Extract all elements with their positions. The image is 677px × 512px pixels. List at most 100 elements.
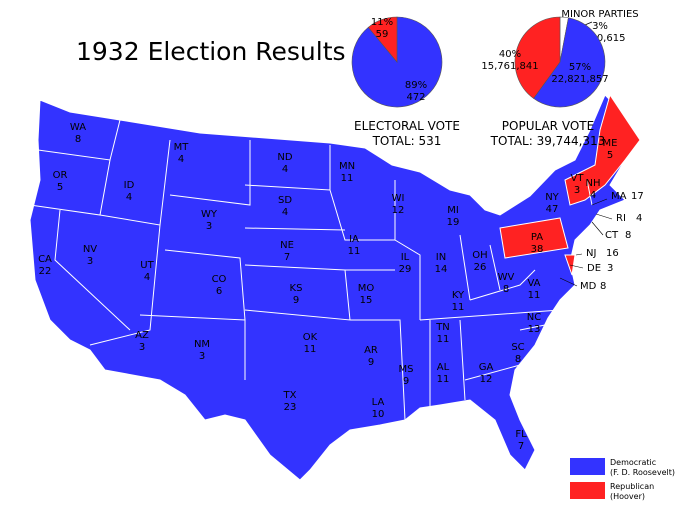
pie-caption: POPULAR VOTE bbox=[502, 119, 594, 133]
state-abbr: CT bbox=[605, 230, 619, 241]
title: 1932 Election Results bbox=[76, 37, 346, 66]
state-votes: 12 bbox=[392, 205, 405, 216]
state-abbr: NH bbox=[586, 178, 601, 189]
state-abbr: MN bbox=[339, 161, 355, 172]
state-votes: 11 bbox=[437, 334, 450, 345]
state-abbr: KY bbox=[452, 290, 465, 301]
legend-swatch bbox=[570, 458, 605, 475]
pie-slice bbox=[367, 16, 398, 63]
slice-share: 57% bbox=[569, 62, 591, 73]
slice-votes: 59 bbox=[376, 29, 389, 40]
state-abbr: TX bbox=[283, 390, 297, 401]
state-abbr: AZ bbox=[135, 330, 149, 341]
state-abbr: RI bbox=[616, 213, 626, 224]
slice-share: 40% bbox=[499, 49, 521, 60]
state-votes: 4 bbox=[282, 207, 288, 218]
state-votes: 3 bbox=[139, 342, 145, 353]
state-abbr: VA bbox=[527, 278, 540, 289]
state-votes: 11 bbox=[452, 302, 465, 313]
state-votes: 9 bbox=[293, 295, 299, 306]
state-abbr: MD bbox=[580, 281, 597, 292]
state-abbr: AR bbox=[364, 345, 378, 356]
state-borders bbox=[29, 119, 561, 421]
state-abbr: WA bbox=[70, 122, 86, 133]
state-votes: 8 bbox=[515, 354, 521, 365]
slice-votes: 22,821,857 bbox=[551, 74, 608, 85]
legend: Democratic(F. D. Roosevelt) Republican(Ho… bbox=[570, 458, 675, 501]
state-votes: 3 bbox=[206, 221, 212, 232]
state-abbr: SD bbox=[278, 195, 292, 206]
state-abbr: WV bbox=[498, 272, 515, 283]
state-votes: 10 bbox=[372, 409, 385, 420]
state-abbr: OR bbox=[53, 170, 68, 181]
state-abbr: NV bbox=[83, 244, 97, 255]
state-votes: 4 bbox=[178, 154, 184, 165]
state-abbr: MI bbox=[447, 205, 459, 216]
state-abbr: MO bbox=[358, 283, 375, 294]
state-abbr: IA bbox=[349, 234, 359, 245]
slice-votes: 472 bbox=[406, 92, 425, 103]
state-abbr: CO bbox=[212, 274, 227, 285]
state-votes: 11 bbox=[304, 344, 317, 355]
state-votes: 8 bbox=[75, 134, 81, 145]
state-votes: 11 bbox=[528, 290, 541, 301]
state-votes: 5 bbox=[607, 150, 613, 161]
state-votes: 8 bbox=[503, 284, 509, 295]
state-abbr: MA bbox=[611, 191, 627, 202]
state-votes: 8 bbox=[600, 281, 606, 292]
state-votes: 4 bbox=[636, 213, 642, 224]
state-votes: 3 bbox=[87, 256, 93, 267]
state-abbr: NY bbox=[545, 192, 559, 203]
pie-caption: TOTAL: 39,744,313 bbox=[490, 134, 606, 148]
state-abbr: OH bbox=[472, 250, 487, 261]
state-votes: 9 bbox=[403, 376, 409, 387]
state-abbr: NM bbox=[194, 339, 210, 350]
state-votes: 11 bbox=[341, 173, 354, 184]
state-abbr: NJ bbox=[586, 248, 596, 259]
state-votes: 4 bbox=[590, 190, 596, 201]
legend-swatch bbox=[570, 482, 605, 499]
state-abbr: UT bbox=[140, 260, 154, 271]
state-votes: 29 bbox=[399, 264, 412, 275]
state-votes: 13 bbox=[528, 324, 541, 335]
state-votes: 19 bbox=[447, 217, 460, 228]
state-abbr: OK bbox=[303, 332, 318, 343]
slice-name: MINOR PARTIES bbox=[561, 9, 638, 20]
state-abbr: ID bbox=[124, 180, 135, 191]
state-labels: WA8OR5CA22NV3ID4MT4WY3UT4AZ3CO6NM3ND4SD4… bbox=[38, 122, 644, 452]
state-votes: 38 bbox=[531, 244, 544, 255]
state-votes: 15 bbox=[360, 295, 373, 306]
legend-label: Democratic bbox=[610, 458, 656, 467]
state-abbr: IN bbox=[436, 252, 446, 263]
state-votes: 9 bbox=[368, 357, 374, 368]
state-abbr: NE bbox=[280, 240, 294, 251]
state-abbr: NC bbox=[527, 312, 541, 323]
republican-pa bbox=[499, 217, 569, 259]
state-abbr: FL bbox=[515, 429, 527, 440]
state-abbr: WI bbox=[392, 193, 405, 204]
state-votes: 8 bbox=[625, 230, 631, 241]
legend-sublabel: (Hoover) bbox=[610, 492, 645, 501]
state-votes: 12 bbox=[480, 374, 493, 385]
state-votes: 11 bbox=[348, 246, 361, 257]
state-abbr: ND bbox=[277, 152, 292, 163]
state-votes: 16 bbox=[606, 248, 619, 259]
state-votes: 17 bbox=[631, 191, 644, 202]
slice-share: 3% bbox=[592, 21, 608, 32]
us-map bbox=[29, 93, 641, 481]
state-votes: 23 bbox=[284, 402, 297, 413]
state-votes: 22 bbox=[39, 266, 52, 277]
state-abbr: MT bbox=[174, 142, 190, 153]
state-abbr: WY bbox=[201, 209, 218, 220]
state-abbr: DE bbox=[587, 263, 601, 274]
usa-shape bbox=[29, 94, 641, 481]
pie-slice bbox=[533, 17, 606, 108]
pie-caption: ELECTORAL VOTE bbox=[354, 119, 460, 133]
state-votes: 4 bbox=[144, 272, 150, 283]
state-abbr: IL bbox=[401, 252, 410, 263]
state-votes: 3 bbox=[607, 263, 613, 274]
slice-votes: 1,160,615 bbox=[575, 33, 626, 44]
state-votes: 3 bbox=[199, 351, 205, 362]
state-votes: 47 bbox=[546, 204, 559, 215]
state-votes: 26 bbox=[474, 262, 487, 273]
